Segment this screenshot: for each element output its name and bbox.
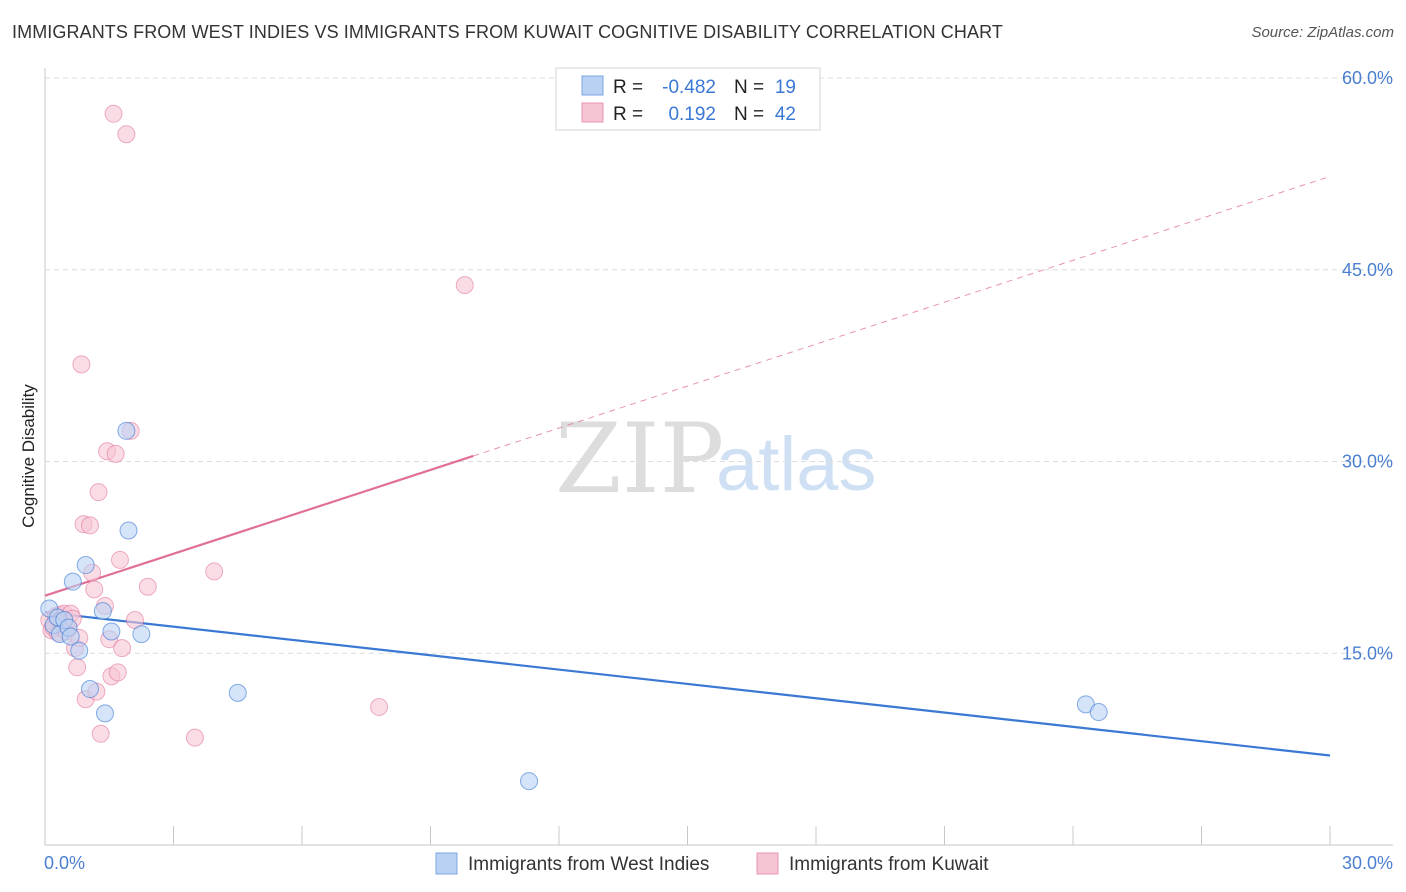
- point-west-indies-17: [228, 683, 247, 702]
- legend-r-value-2: 0.192: [668, 104, 716, 125]
- series-legend-swatch-kuwait: [756, 852, 779, 875]
- point-kuwait-31: [110, 550, 129, 569]
- point-west-indies-15: [119, 521, 138, 540]
- point-kuwait-32: [113, 639, 132, 658]
- legend-n-value-2: 42: [775, 104, 796, 125]
- chart-title: IMMIGRANTS FROM WEST INDIES VS IMMIGRANT…: [12, 22, 1003, 42]
- point-west-indies-9: [76, 556, 95, 575]
- point-kuwait-40: [455, 276, 474, 295]
- point-west-indies-12: [95, 704, 114, 723]
- legend-r-label-1: R =: [613, 77, 643, 98]
- point-kuwait-29: [106, 444, 125, 463]
- x-tick-label-min: 0.0%: [44, 853, 85, 873]
- series-legend-label-west-indies: Immigrants from West Indies: [468, 854, 709, 875]
- watermark-zip: ZIP: [555, 403, 724, 515]
- point-kuwait-30: [108, 663, 127, 682]
- point-west-indies-20: [1089, 703, 1108, 722]
- point-west-indies-16: [132, 625, 151, 644]
- point-west-indies-7: [63, 572, 82, 591]
- y-axis-label: Cognitive Disability: [19, 384, 38, 528]
- point-kuwait-20: [85, 580, 104, 599]
- x-tick-label-max: 30.0%: [1342, 853, 1393, 873]
- legend-r-value-1: -0.482: [662, 77, 716, 98]
- point-kuwait-33: [117, 125, 136, 144]
- series-legend-swatch-west-indies: [435, 852, 458, 875]
- y-tick-label-15: 15.0%: [1342, 643, 1393, 663]
- trend-line-west-indies: [44, 611, 1331, 757]
- legend-n-label-1: N =: [734, 77, 764, 98]
- legend-r-label-2: R =: [613, 104, 643, 125]
- series-legend-label-kuwait: Immigrants from Kuwait: [789, 854, 989, 875]
- trend-line-kuwait: [44, 454, 474, 597]
- trend-line-kuwait-extrapolated: [473, 175, 1331, 457]
- point-kuwait-39: [370, 697, 389, 716]
- point-kuwait-13: [68, 658, 87, 677]
- point-kuwait-22: [89, 483, 108, 502]
- axis-layer: [44, 68, 1393, 846]
- point-kuwait-18: [80, 516, 99, 535]
- point-west-indies-13: [102, 622, 121, 641]
- point-west-indies-10: [80, 680, 99, 699]
- point-west-indies-14: [117, 421, 136, 440]
- watermark-atlas: atlas: [716, 422, 877, 507]
- point-kuwait-28: [104, 104, 123, 123]
- point-west-indies-18: [520, 772, 539, 791]
- legend-swatch-kuwait: [581, 102, 604, 123]
- point-kuwait-37: [185, 728, 204, 747]
- y-tick-label-60: 60.0%: [1342, 68, 1393, 88]
- trend-layer: [44, 175, 1331, 757]
- tick-label-layer: 15.0% 30.0% 45.0% 60.0% 0.0% 30.0%: [44, 68, 1393, 873]
- point-kuwait-36: [138, 577, 157, 596]
- point-kuwait-15: [72, 355, 91, 374]
- legend-swatch-west-indies: [581, 75, 604, 96]
- point-kuwait-38: [205, 562, 224, 581]
- correlation-legend: R = -0.482 N = 19 R = 0.192 N = 42: [555, 67, 821, 131]
- legend-n-label-2: N =: [734, 104, 764, 125]
- point-west-indies-8: [70, 641, 89, 660]
- point-kuwait-23: [91, 724, 110, 743]
- source-label: Source: ZipAtlas.com: [1251, 24, 1394, 41]
- y-tick-label-30: 30.0%: [1342, 452, 1393, 472]
- y-tick-label-45: 45.0%: [1342, 260, 1393, 280]
- legend-n-value-1: 19: [775, 77, 796, 98]
- grid-layer: [45, 77, 1393, 654]
- point-west-indies-11: [93, 602, 112, 621]
- points-layer: [40, 104, 1108, 791]
- series-legend: Immigrants from West Indies Immigrants f…: [435, 852, 989, 875]
- point-west-indies-6: [61, 627, 80, 646]
